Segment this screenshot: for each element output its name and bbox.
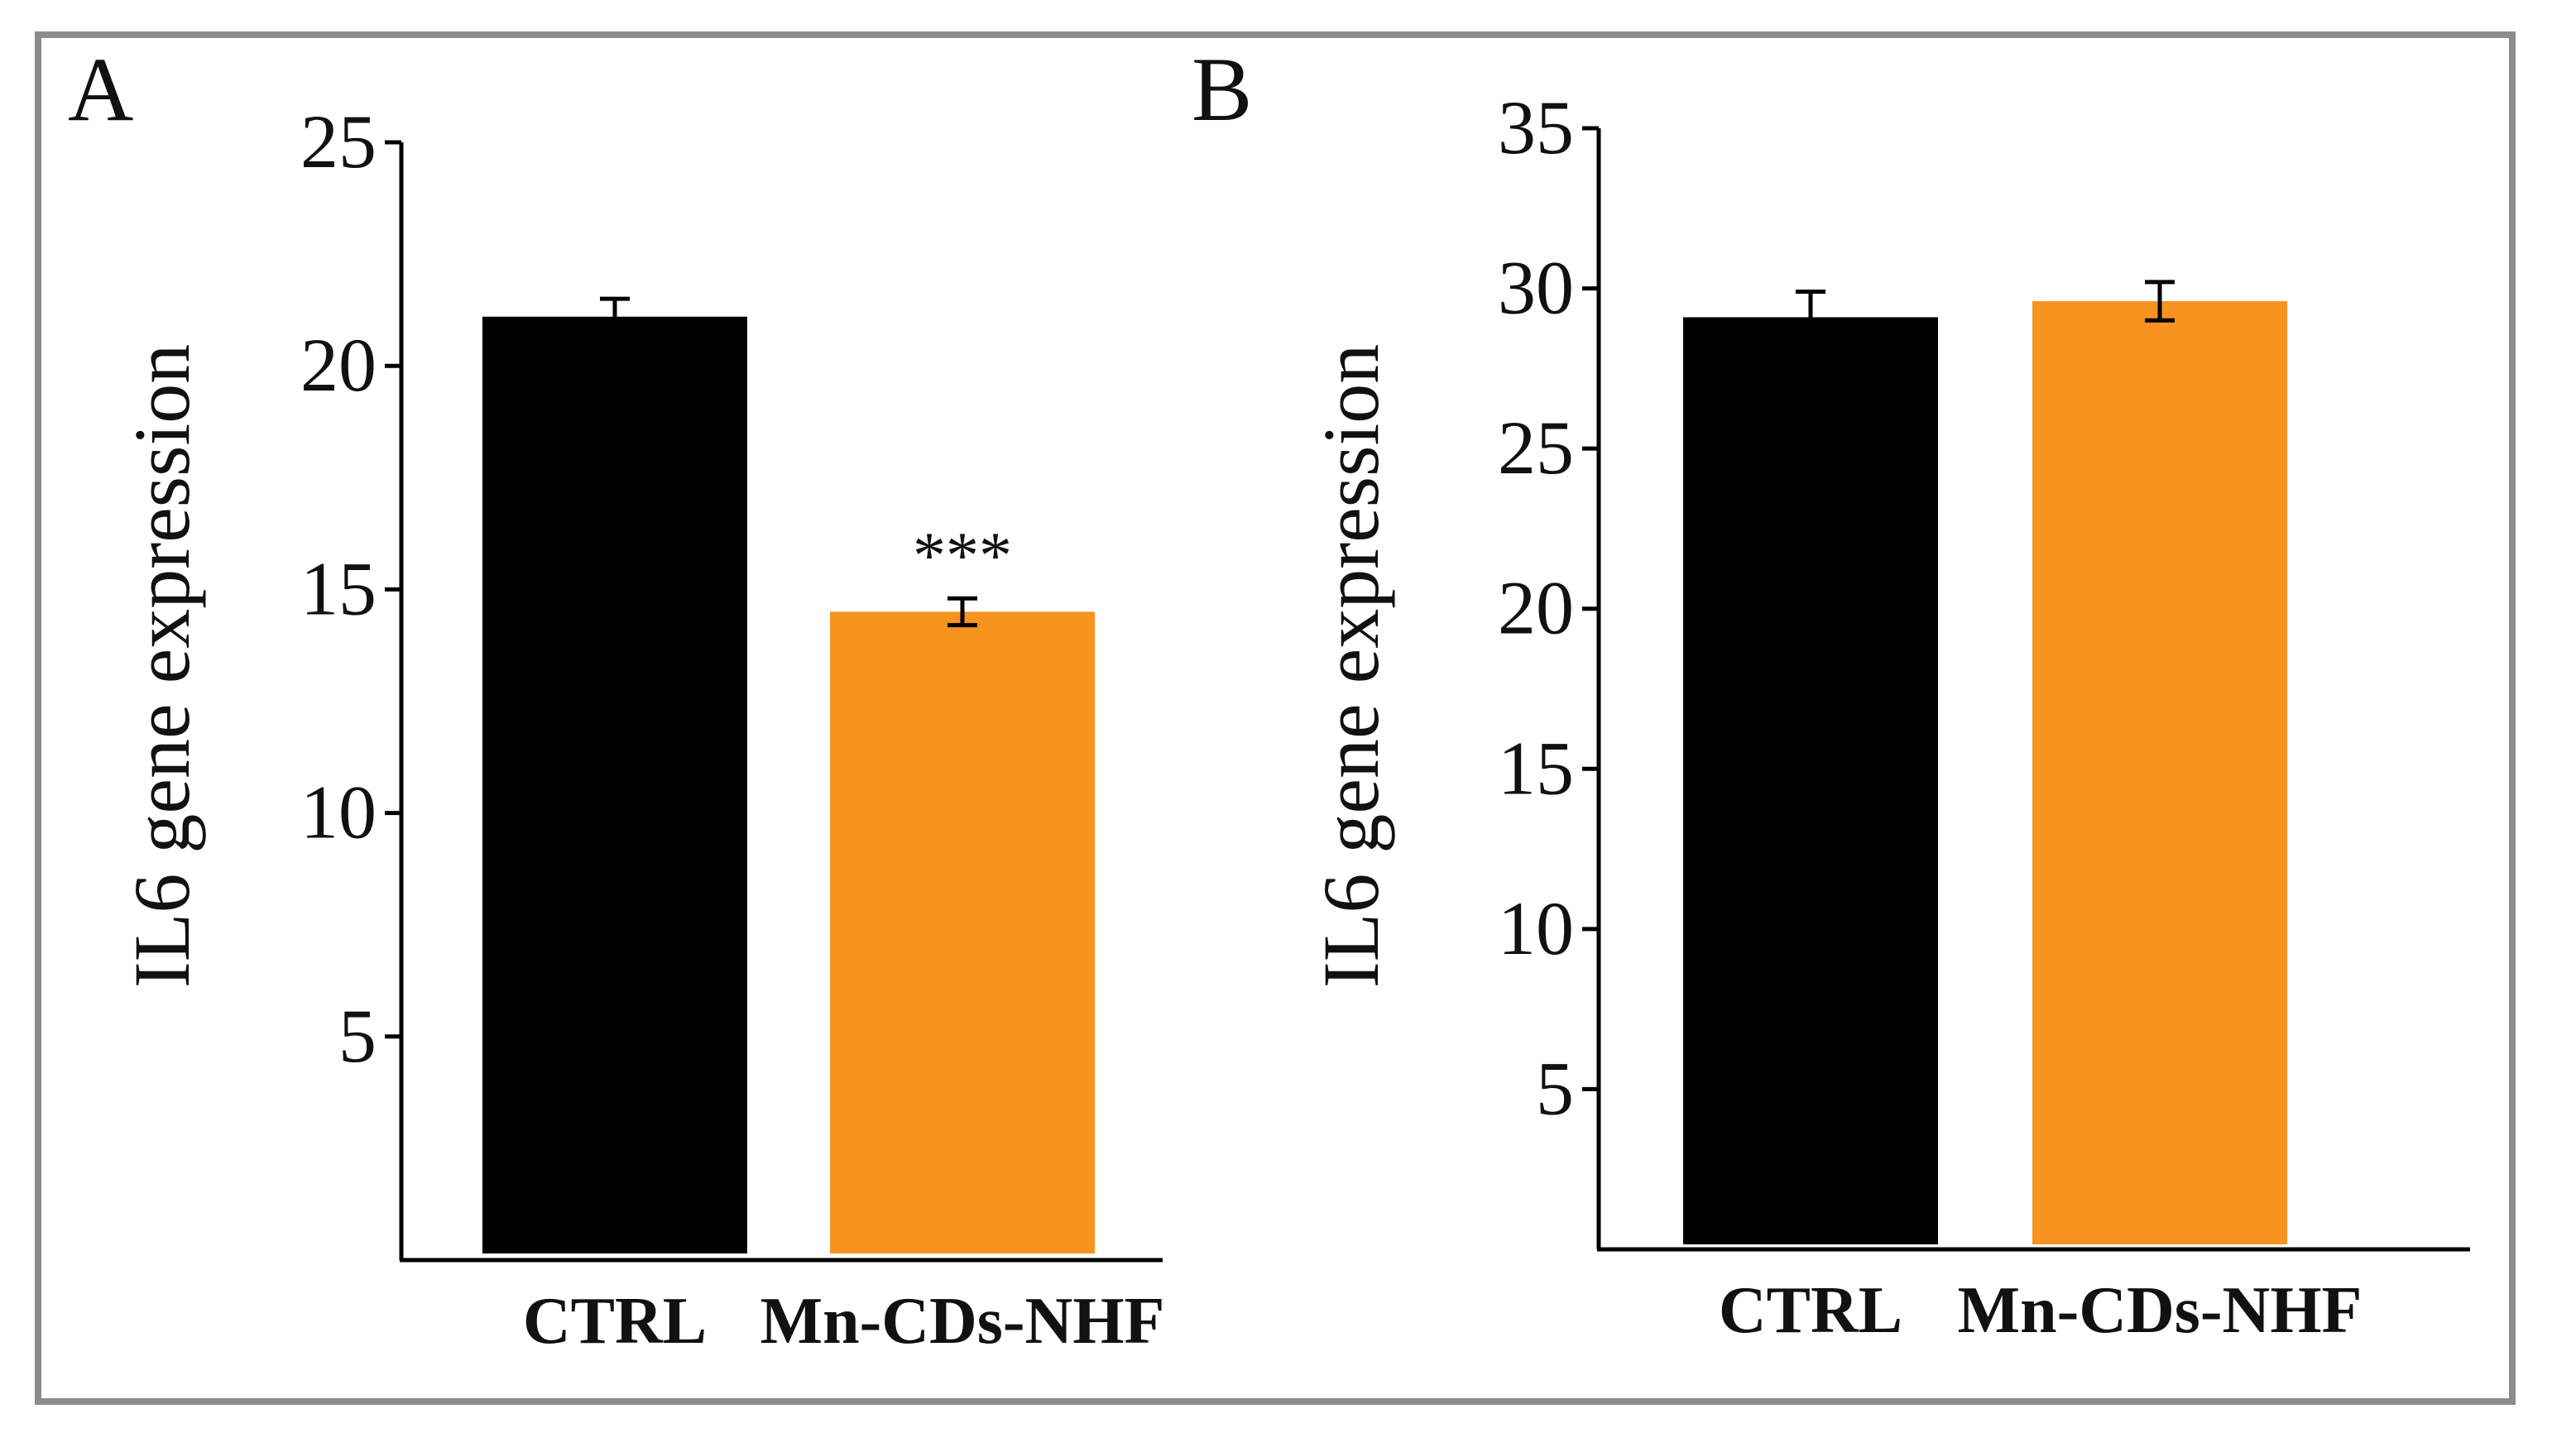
panel-b-y-tick-label: 25 <box>1498 405 1574 490</box>
panel-a-category-label-ctrl: CTRL <box>523 1285 707 1358</box>
panel-a-y-tick-label: 15 <box>300 546 377 630</box>
panel-a-significance-mn-cds-nhf: *** <box>913 520 1012 592</box>
panel-b-bar-mn-cds-nhf <box>2032 301 2287 1244</box>
panel-a-bar-mn-cds-nhf <box>830 611 1095 1253</box>
panel-b-y-tick-label: 35 <box>1498 85 1574 170</box>
panel-b-y-tick-label: 15 <box>1498 726 1574 810</box>
panel-a-category-label-mn-cds-nhf: Mn-CDs-NHF <box>760 1285 1165 1358</box>
panel-b-y-tick-label: 20 <box>1498 566 1574 650</box>
panel-a-label: A <box>68 39 133 140</box>
panel-b-y-tick-label: 10 <box>1498 886 1574 971</box>
panel-b-y-tick-label: 30 <box>1498 246 1574 330</box>
panel-a-y-tick-label: 5 <box>338 994 377 1078</box>
panel-b: B IL6 gene expression 5 10 15 20 25 30 35 CTRL M… <box>1192 39 2470 1347</box>
panel-b-y-tick-label: 5 <box>1536 1046 1574 1130</box>
panel-a-y-tick-label: 10 <box>300 770 377 855</box>
panel-b-y-axis-title: IL6 gene expression <box>1307 344 1395 988</box>
panel-a-y-tick-label: 20 <box>300 323 377 407</box>
panel-a: A IL6 gene expression 5 10 15 20 25 CTRL Mn-CD… <box>68 39 1164 1358</box>
panel-b-bar-ctrl <box>1683 317 1938 1244</box>
panel-b-label: B <box>1192 39 1252 140</box>
panel-b-category-label-mn-cds-nhf: Mn-CDs-NHF <box>1958 1274 2363 1347</box>
panel-a-y-tick-label: 25 <box>300 99 377 184</box>
panel-a-y-axis-title: IL6 gene expression <box>118 344 206 988</box>
panel-b-category-label-ctrl: CTRL <box>1719 1274 1902 1347</box>
panel-a-bar-ctrl <box>482 316 747 1254</box>
